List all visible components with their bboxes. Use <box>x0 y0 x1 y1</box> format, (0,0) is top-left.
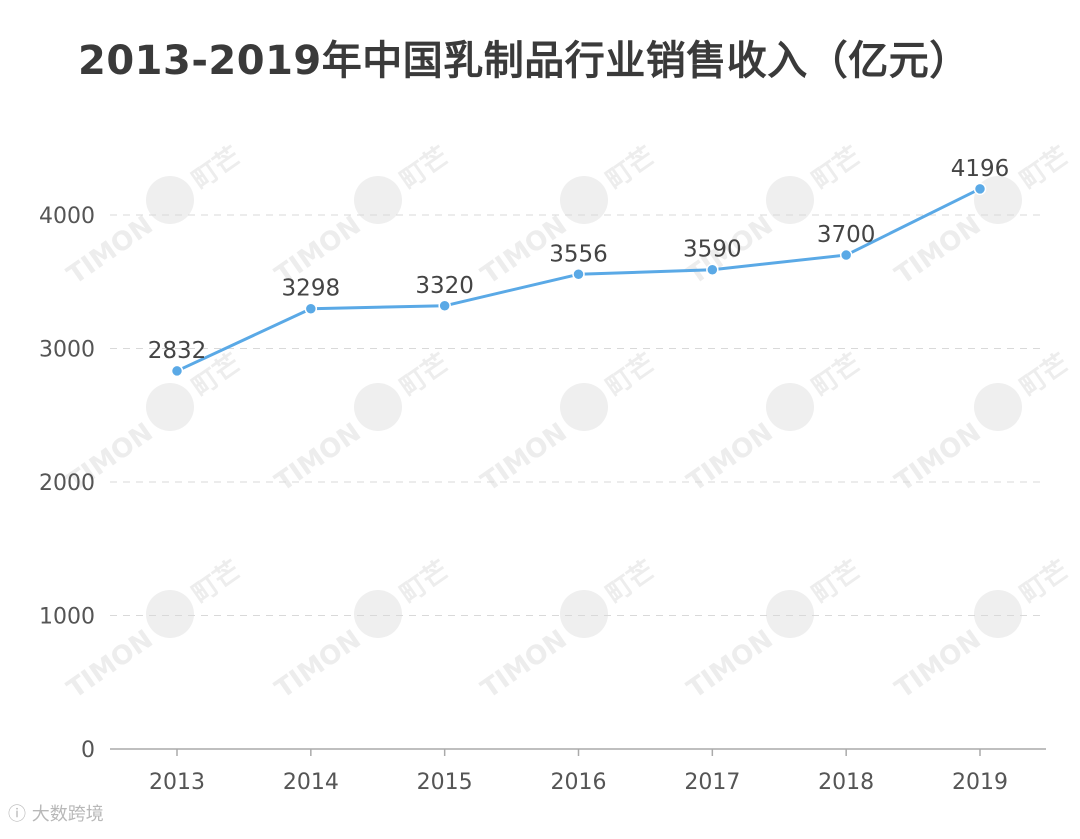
grid-lines <box>110 214 1046 616</box>
data-point-2015 <box>438 299 451 313</box>
data-label-2016: 3556 <box>549 241 608 267</box>
y-tick-label-2000: 2000 <box>39 471 95 496</box>
data-label-2018: 3700 <box>817 222 876 248</box>
y-axis: 0 1000 2000 3000 4000 <box>39 204 95 763</box>
logo-text: 大数跨境 <box>31 804 104 825</box>
series-line <box>170 182 987 378</box>
data-point-2019 <box>973 182 987 196</box>
x-tick-label-2019: 2019 <box>952 770 1008 795</box>
x-tick-label-2016: 2016 <box>550 770 606 795</box>
x-tick-label-2013: 2013 <box>149 770 205 795</box>
data-point-2018 <box>839 248 853 262</box>
data-point-2013 <box>170 364 184 378</box>
data-labels: 2832 3298 3320 3556 3590 3700 4196 <box>148 156 1010 364</box>
data-point-2017 <box>706 263 719 276</box>
data-label-2019: 4196 <box>951 156 1010 182</box>
data-label-2014: 3298 <box>282 276 341 302</box>
logo-icon: ⓘ <box>8 804 26 825</box>
data-label-2015: 3320 <box>415 273 474 299</box>
footer-logo: ⓘ 大数跨境 <box>8 800 104 826</box>
data-label-2013: 2832 <box>148 338 207 364</box>
x-axis: 2013 2014 2015 2016 2017 2018 2019 <box>110 748 1046 795</box>
y-tick-label-0: 0 <box>81 738 95 763</box>
data-label-2017: 3590 <box>683 237 742 263</box>
y-tick-label-3000: 3000 <box>39 338 95 363</box>
y-tick-label-4000: 4000 <box>39 204 95 229</box>
data-point-2016 <box>572 268 585 281</box>
y-tick-label-1000: 1000 <box>39 605 95 630</box>
chart-title: 2013-2019年中国乳制品行业销售收入（亿元） <box>78 38 970 84</box>
x-tick-label-2017: 2017 <box>684 770 740 795</box>
x-tick-label-2015: 2015 <box>417 770 473 795</box>
x-tick-label-2018: 2018 <box>818 770 874 795</box>
data-point-2014 <box>304 302 318 315</box>
x-tick-label-2014: 2014 <box>283 770 339 795</box>
